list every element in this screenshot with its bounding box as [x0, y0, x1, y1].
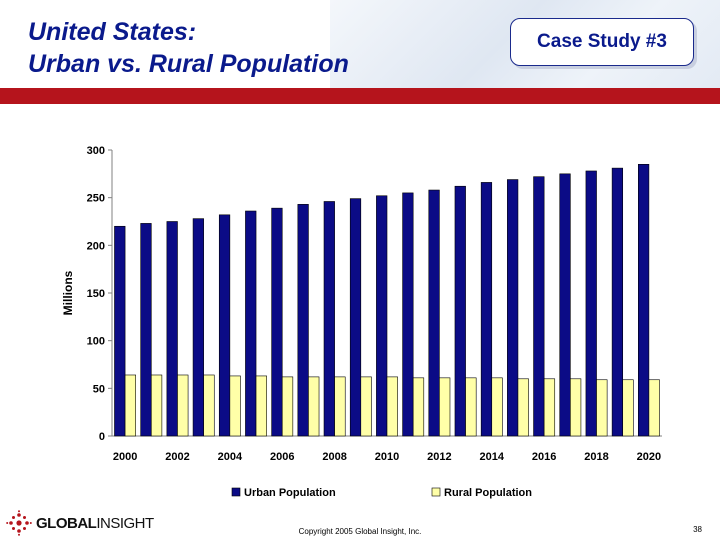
- rural-bar: [229, 375, 241, 437]
- rural-bar: [203, 374, 215, 437]
- x-tick-label: 2004: [218, 451, 243, 463]
- rural-bar: [177, 374, 189, 437]
- urban-bar: [585, 170, 597, 437]
- rural-bar: [150, 374, 163, 437]
- rural-bar: [360, 376, 372, 437]
- rural-bar: [334, 376, 346, 437]
- y-tick-label: 50: [93, 383, 105, 395]
- rural-bar: [648, 379, 660, 437]
- global-insight-logo: GLOBAL INSIGHT: [6, 510, 154, 536]
- urban-bar: [166, 221, 178, 437]
- rural-bar: [255, 375, 267, 437]
- urban-bar: [480, 182, 493, 437]
- urban-bar: [454, 185, 466, 437]
- population-chart: 0 50 100 150 200 250 300 Millions 2000 2002 2004 20…: [61, 145, 662, 499]
- urban-bar: [271, 207, 283, 437]
- logo-mark-icon: [6, 510, 32, 536]
- legend-swatch-rural: [431, 487, 441, 497]
- urban-bar: [323, 201, 335, 437]
- urban-bar: [297, 204, 309, 437]
- rural-bar: [439, 377, 451, 437]
- x-tick-label: 2008: [322, 451, 346, 463]
- urban-bar: [428, 189, 440, 437]
- urban-bar: [114, 225, 126, 437]
- urban-bar: [349, 198, 362, 437]
- urban-bar: [638, 163, 650, 437]
- x-tick-label: 2010: [375, 451, 399, 463]
- rural-bar: [386, 376, 398, 437]
- rural-bar: [124, 374, 136, 437]
- urban-bar: [140, 223, 152, 437]
- y-tick-label: 150: [87, 288, 105, 300]
- y-axis-title: Millions: [61, 270, 75, 315]
- y-tick-label: 0: [99, 431, 105, 443]
- copyright-text: Copyright 2005 Global Insight, Inc.: [298, 527, 422, 536]
- page-number: 38: [693, 525, 702, 534]
- rural-bar: [543, 378, 556, 437]
- y-tick-label: 200: [87, 240, 105, 252]
- rural-bar: [465, 377, 477, 437]
- legend-label-rural: Rural Population: [444, 487, 532, 499]
- x-tick-label: 2012: [427, 451, 451, 463]
- y-tick-label: 250: [87, 193, 105, 205]
- y-tick-label: 100: [87, 336, 105, 348]
- urban-bar: [507, 179, 519, 437]
- legend-swatch-urban: [231, 487, 241, 497]
- urban-bar: [192, 218, 204, 437]
- rural-bar: [622, 379, 634, 437]
- rural-bar: [570, 378, 582, 437]
- urban-bar: [611, 167, 624, 437]
- y-tick-label: 300: [87, 145, 105, 157]
- urban-bar: [218, 214, 231, 437]
- x-tick-label: 2002: [165, 451, 189, 463]
- title-line-2: Urban vs. Rural Population: [28, 50, 349, 78]
- title-line-1: United States:: [28, 18, 197, 46]
- x-tick-label: 2006: [270, 451, 294, 463]
- rural-bar: [412, 377, 425, 437]
- x-tick-label: 2014: [480, 451, 505, 463]
- rural-bar: [491, 377, 503, 437]
- rural-bar: [517, 378, 529, 437]
- x-tick-label: 2020: [637, 451, 661, 463]
- rural-bar: [281, 376, 294, 437]
- urban-bar: [533, 176, 545, 437]
- urban-bar: [402, 192, 414, 437]
- x-tick-label: 2000: [113, 451, 137, 463]
- rural-bar: [308, 376, 320, 437]
- accent-bar: [0, 88, 720, 104]
- urban-bar: [376, 195, 388, 437]
- logo-text-global: GLOBAL: [36, 514, 97, 532]
- logo-text-insight: INSIGHT: [96, 514, 154, 532]
- page-title: United States: Urban vs. Rural Populatio…: [28, 16, 349, 80]
- x-tick-label: 2018: [584, 451, 608, 463]
- legend-label-urban: Urban Population: [244, 487, 336, 499]
- case-study-badge: Case Study #3: [510, 18, 694, 66]
- urban-bar: [559, 173, 571, 437]
- rural-bar: [596, 379, 608, 437]
- urban-bar: [245, 210, 257, 437]
- x-tick-label: 2016: [532, 451, 556, 463]
